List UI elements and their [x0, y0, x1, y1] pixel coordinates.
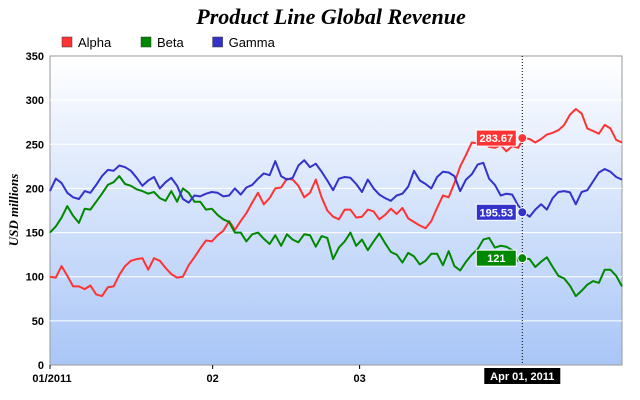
x-axis-ticks: 01/2011 02 03: [32, 365, 366, 385]
y-tick-label: 150: [26, 228, 44, 240]
crosshair-date-label: Apr 01, 2011: [484, 368, 561, 384]
y-tick-label: 300: [26, 95, 44, 107]
legend-swatch: [212, 36, 223, 48]
legend-entry: Gamma: [229, 35, 276, 50]
y-axis-label: USD millions: [6, 174, 21, 247]
y-tick-label: 200: [26, 183, 44, 195]
crosshair-point-beta: [517, 253, 528, 264]
y-tick-label: 50: [32, 316, 44, 328]
crosshair-point-alpha: [517, 133, 528, 144]
y-axis-ticks: 0 50 100 150 200 250 300 350: [26, 51, 44, 372]
crosshair-value-alpha: 283.67: [479, 133, 513, 145]
y-tick-label: 250: [26, 139, 44, 151]
crosshair-tags: 283.67 121 195.53: [475, 129, 528, 267]
crosshair-tag-beta: [475, 249, 517, 267]
crosshair-date-text: Apr 01, 2011: [490, 371, 554, 383]
legend-swatch: [140, 36, 152, 48]
x-tick-label: 02: [207, 373, 219, 385]
chart-title: Product Line Global Revenue: [195, 4, 466, 29]
x-tick-label: 01/2011: [32, 373, 71, 385]
y-tick-label: 350: [26, 51, 44, 63]
legend-swatch: [61, 36, 73, 48]
crosshair-tag-gamma: [475, 203, 517, 221]
crosshair-value-beta: 121: [487, 253, 505, 265]
grid: [50, 99, 622, 322]
legend: Alpha Beta Gamma: [61, 35, 276, 50]
legend-entry: Alpha: [78, 35, 112, 50]
y-tick-label: 0: [38, 360, 44, 372]
legend-entry: Beta: [157, 35, 185, 50]
plot-area: [49, 55, 623, 366]
crosshair-value-gamma: 195.53: [479, 207, 513, 219]
crosshair-tag-alpha: [475, 129, 517, 147]
crosshair-point-gamma: [517, 207, 528, 218]
y-tick-label: 100: [26, 272, 44, 284]
x-tick-label: 03: [353, 373, 365, 385]
